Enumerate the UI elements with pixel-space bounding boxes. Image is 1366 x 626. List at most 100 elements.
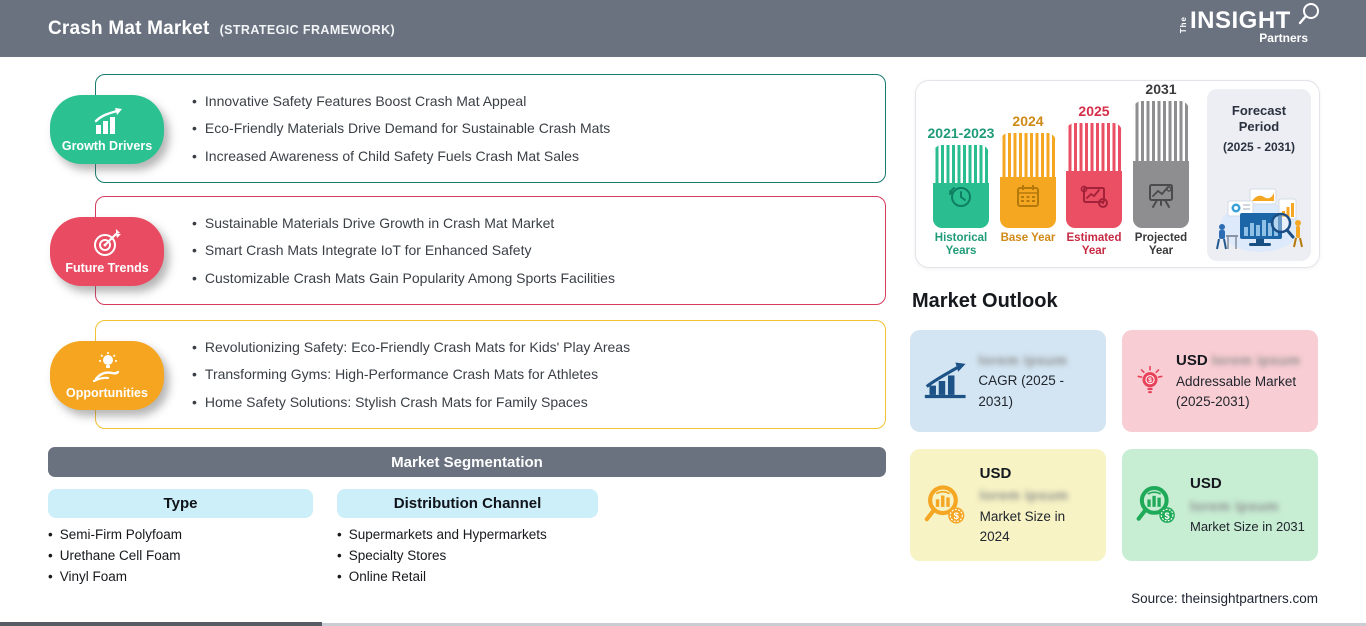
growth-drivers-panel: Growth Drivers Innovative Safety Feature… [50, 74, 886, 183]
bullet-item: Sustainable Materials Drive Growth in Cr… [192, 214, 873, 232]
bullet-item: Smart Crash Mats Integrate IoT for Enhan… [192, 241, 873, 259]
projected-year-bar [1133, 101, 1189, 228]
card-text: USD lorem ipsum Market Size in 2024 [980, 463, 1093, 547]
segment-column-distribution-header: Distribution Channel [337, 489, 598, 518]
opportunities-panel: Opportunities Revolutionizing Safety: Ec… [50, 320, 886, 429]
list-item: Urethane Cell Foam [48, 545, 182, 566]
card-caption: CAGR (2025 - 2031) [978, 373, 1064, 409]
usd-label: USD [1190, 475, 1222, 492]
growth-drivers-list: Innovative Safety Features Boost Crash M… [192, 75, 873, 182]
bar-stripes [1000, 133, 1056, 177]
projected-year-value: 2031 [1145, 81, 1177, 97]
market-segmentation-header: Market Segmentation [48, 447, 886, 477]
magnifier-chart-orange-icon: $ [924, 485, 965, 524]
target-dart-icon [94, 228, 121, 256]
bullet-item: Home Safety Solutions: Stylish Crash Mat… [192, 393, 873, 411]
list-item: Online Retail [337, 566, 547, 587]
forecast-period-panel: Forecast Period (2025 - 2031) [1207, 89, 1311, 261]
svg-text:$: $ [1165, 511, 1170, 521]
bullet-item: Innovative Safety Features Boost Crash M… [192, 92, 873, 110]
outlook-card-addressable-market: $ USD lorem ipsum Addressable Market (202… [1122, 330, 1318, 432]
usd-label: USD [1176, 351, 1208, 369]
bullet-item: Transforming Gyms: High-Performance Cras… [192, 365, 873, 383]
market-outlook-title: Market Outlook [912, 290, 1058, 312]
growth-drivers-label: Growth Drivers [61, 138, 153, 153]
magnifier-icon [1298, 3, 1319, 25]
opportunities-label: Opportunities [66, 385, 148, 400]
blurred-value: lorem ipsum [978, 352, 1068, 369]
growth-drivers-badge: Growth Drivers [50, 95, 164, 164]
list-item: Supermarkets and Hypermarkets [337, 524, 547, 545]
future-trends-label: Future Trends [65, 260, 149, 275]
bullet-item: Revolutionizing Safety: Eco-Friendly Cra… [192, 338, 873, 356]
base-year-bar [1000, 133, 1056, 228]
card-text: USD lorem ipsum Addressable Market (2025-… [1176, 350, 1305, 413]
logo-insight-text: INSIGHT [1190, 7, 1291, 34]
bullet-item: Customizable Crash Mats Gain Popularity … [192, 269, 873, 287]
bar-stripes [1066, 123, 1122, 171]
forecast-period-title: Forecast Period [1231, 103, 1287, 135]
header-title-group: Crash Mat Market (STRATEGIC FRAMEWORK) [48, 0, 395, 57]
estimate-gear-chart-icon [1080, 185, 1108, 208]
opportunities-list: Revolutionizing Safety: Eco-Friendly Cra… [192, 321, 873, 428]
type-items-list: Semi-Firm Polyfoam Urethane Cell Foam Vi… [48, 524, 182, 587]
bullet-item: Increased Awareness of Child Safety Fuel… [192, 147, 873, 165]
future-trends-panel: Future Trends Sustainable Materials Driv… [50, 196, 886, 305]
svg-text:$: $ [954, 511, 960, 522]
analytics-illustration [1216, 188, 1303, 252]
forecast-years-panel: 2021-2023 2024 2025 2031 [915, 80, 1320, 268]
source-attribution: Source: theinsightpartners.com [1131, 591, 1318, 606]
distribution-items-list: Supermarkets and Hypermarkets Specialty … [337, 524, 547, 587]
bulb-hand-icon [92, 351, 120, 382]
outlook-card-cagr: lorem ipsum CAGR (2025 - 2031) [910, 330, 1106, 432]
card-text: lorem ipsum CAGR (2025 - 2031) [978, 350, 1093, 412]
cagr-growth-chart-icon [924, 362, 966, 399]
logo-the-text: The [1179, 15, 1188, 33]
estimated-year-bar [1066, 123, 1122, 228]
list-item: Specialty Stores [337, 545, 547, 566]
projection-board-icon [1149, 184, 1173, 208]
base-year-label: Base Year [1000, 232, 1056, 244]
calendar-icon [1017, 185, 1039, 207]
blurred-value: lorem ipsum [1211, 351, 1301, 368]
magnifier-chart-green-icon: $ [1136, 486, 1175, 523]
growth-bars-icon [94, 107, 122, 134]
base-year-value: 2024 [1012, 113, 1044, 129]
bottom-divider-light [0, 623, 1366, 626]
future-trends-list: Sustainable Materials Drive Growth in Cr… [192, 197, 873, 304]
historical-years-label: Historical Years [934, 232, 988, 258]
outlook-card-market-size-2031: $ USD lorem ipsum Market Size in 2031 [1122, 449, 1318, 561]
opportunities-badge: Opportunities [50, 341, 164, 410]
outlook-card-market-size-2024: $ USD lorem ipsum Market Size in 2024 [910, 449, 1106, 561]
future-trends-badge: Future Trends [50, 217, 164, 286]
bulb-dollar-icon: $ [1137, 365, 1163, 394]
estimated-year-label: Estimated Year [1066, 232, 1122, 258]
blurred-value: lorem ipsum [1190, 497, 1279, 514]
bottom-divider-dark [0, 622, 322, 626]
page-title: Crash Mat Market [48, 17, 210, 39]
header-bar: Crash Mat Market (STRATEGIC FRAMEWORK) T… [0, 0, 1366, 57]
card-text: USD lorem ipsum Market Size in 2031 [1190, 473, 1305, 537]
bullet-item: Eco-Friendly Materials Drive Demand for … [192, 119, 873, 137]
logo-top-row: The INSIGHT [1179, 3, 1319, 34]
estimated-year-value: 2025 [1078, 103, 1110, 119]
segment-column-type-header: Type [48, 489, 313, 518]
projected-year-label: Projected Year [1134, 232, 1188, 258]
card-caption: Market Size in 2031 [1190, 518, 1305, 534]
historical-years-value: 2021-2023 [927, 125, 995, 141]
bar-stripes [933, 145, 989, 183]
insight-partners-logo: The INSIGHT Partners [1179, 3, 1319, 45]
svg-text:$: $ [1148, 377, 1152, 384]
card-caption: Addressable Market (2025-2031) [1176, 374, 1297, 410]
blurred-value: lorem ipsum [979, 487, 1069, 504]
page-subtitle: (STRATEGIC FRAMEWORK) [219, 22, 396, 37]
clock-history-icon [949, 187, 971, 207]
usd-label: USD [979, 464, 1012, 482]
card-caption: Market Size in 2024 [979, 508, 1066, 544]
logo-partners-text: Partners [1259, 31, 1308, 45]
list-item: Semi-Firm Polyfoam [48, 524, 182, 545]
list-item: Vinyl Foam [48, 566, 182, 587]
historical-years-bar [933, 145, 989, 228]
bar-stripes [1133, 101, 1189, 161]
